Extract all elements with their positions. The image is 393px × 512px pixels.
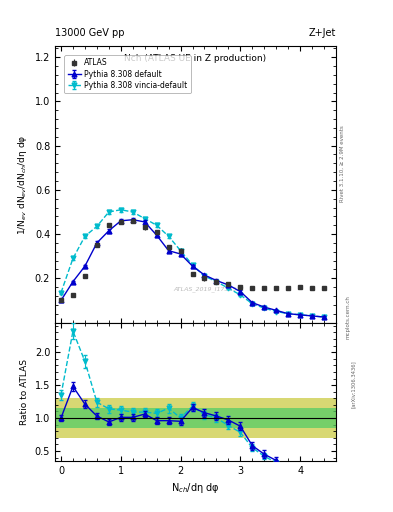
Text: 13000 GeV pp: 13000 GeV pp: [55, 28, 125, 38]
Y-axis label: 1/N$_{ev}$ dN$_{ev}$/dN$_{ch}$/dη dφ: 1/N$_{ev}$ dN$_{ev}$/dN$_{ch}$/dη dφ: [16, 134, 29, 234]
Text: ATLAS_2019_I1736531: ATLAS_2019_I1736531: [174, 287, 245, 292]
X-axis label: N$_{ch}$/dη dφ: N$_{ch}$/dη dφ: [171, 481, 220, 495]
Text: mcplots.cern.ch: mcplots.cern.ch: [345, 295, 350, 339]
Text: Nch (ATLAS UE in Z production): Nch (ATLAS UE in Z production): [125, 54, 266, 63]
Text: Z+Jet: Z+Jet: [309, 28, 336, 38]
Text: [arXiv:1306.3436]: [arXiv:1306.3436]: [351, 360, 356, 408]
Legend: ATLAS, Pythia 8.308 default, Pythia 8.308 vincia-default: ATLAS, Pythia 8.308 default, Pythia 8.30…: [64, 55, 191, 93]
Y-axis label: Ratio to ATLAS: Ratio to ATLAS: [20, 359, 29, 424]
Text: Rivet 3.1.10, ≥ 2.9M events: Rivet 3.1.10, ≥ 2.9M events: [340, 125, 345, 202]
